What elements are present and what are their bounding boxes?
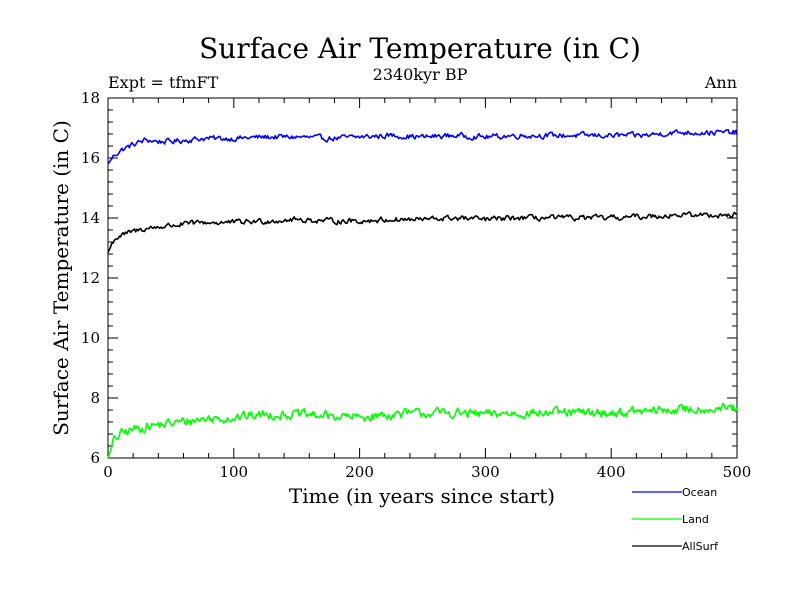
y-tick-label: 14 — [81, 209, 100, 227]
series-lines — [108, 130, 737, 458]
x-tick-label: 300 — [471, 463, 500, 481]
legend-label-land: Land — [682, 513, 709, 526]
y-tick-label: 10 — [81, 329, 100, 347]
x-tick-label: 200 — [345, 463, 374, 481]
series-line-ocean — [108, 130, 737, 164]
major-ticks — [108, 98, 737, 458]
legend: Ocean Land AllSurf — [632, 486, 719, 553]
y-tick-label: 18 — [81, 89, 100, 107]
y-tick-labels: 6 8 10 12 14 16 18 — [81, 89, 100, 467]
season-label: Ann — [704, 73, 737, 92]
y-tick-label: 8 — [90, 389, 100, 407]
experiment-label: Expt = tfmFT — [108, 73, 219, 92]
x-tick-labels: 0 100 200 300 400 500 — [103, 463, 751, 481]
legend-item-land: Land — [632, 513, 709, 526]
series-line-allsurf — [108, 212, 737, 253]
y-tick-label: 16 — [81, 149, 100, 167]
y-tick-label: 6 — [90, 449, 100, 467]
x-axis-label: Time (in years since start) — [289, 484, 555, 508]
x-tick-label: 500 — [723, 463, 752, 481]
legend-label-allsurf: AllSurf — [682, 540, 719, 553]
y-axis-label: Surface Air Temperature (in C) — [49, 120, 73, 436]
minor-ticks — [108, 98, 737, 458]
chart-title: Surface Air Temperature (in C) — [199, 32, 641, 65]
x-tick-label: 400 — [597, 463, 626, 481]
y-tick-label: 12 — [81, 269, 100, 287]
legend-item-ocean: Ocean — [632, 486, 717, 499]
legend-item-allsurf: AllSurf — [632, 540, 719, 553]
legend-label-ocean: Ocean — [682, 486, 717, 499]
chart-subtitle: 2340kyr BP — [373, 65, 468, 84]
x-tick-label: 0 — [103, 463, 113, 481]
chart: Surface Air Temperature (in C) 2340kyr B… — [0, 0, 800, 600]
x-tick-label: 100 — [219, 463, 248, 481]
plot-frame — [108, 98, 737, 458]
series-line-land — [108, 403, 737, 458]
